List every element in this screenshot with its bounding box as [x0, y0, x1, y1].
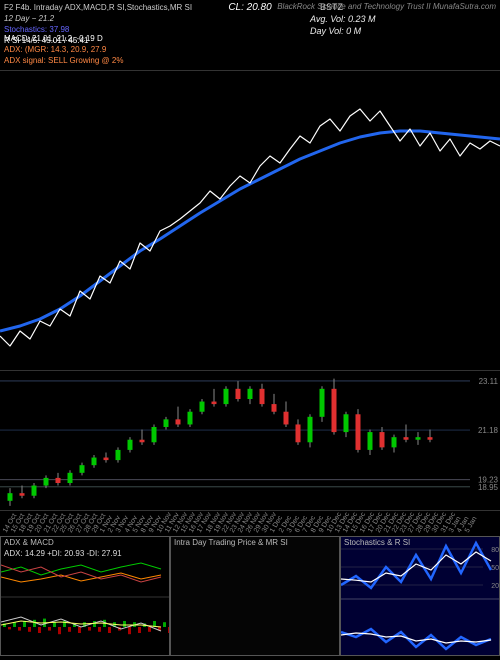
source-note: BlackRock Science and Technology Trust I… — [277, 2, 496, 11]
intraday-panel: Intra Day Trading Price & MR SI — [170, 536, 340, 656]
period-label: 12 Day − 21.2 — [4, 13, 496, 24]
sto-panel-title: Stochastics & R SI — [344, 538, 410, 547]
adx-panel-values: ADX: 14.29 +DI: 20.93 -DI: 27.91 — [4, 549, 122, 558]
header: F2 F4b. Intraday ADX,MACD,R SI,Stochasti… — [0, 0, 500, 70]
candle-chart: 23.1121.1819.2318.95 — [0, 370, 500, 510]
adx-panel-title: ADX & MACD — [4, 538, 54, 547]
svg-text:18.95: 18.95 — [478, 483, 499, 492]
indicator-row: ADX & MACD ADX: 14.29 +DI: 20.93 -DI: 27… — [0, 536, 500, 656]
svg-text:23.11: 23.11 — [479, 377, 499, 386]
svg-text:20: 20 — [491, 583, 499, 590]
adx-macd-panel: ADX & MACD ADX: 14.29 +DI: 20.93 -DI: 27… — [0, 536, 170, 656]
adx-value: ADX: (MGR: 14.3, 20.9, 27.9 — [4, 44, 106, 55]
stochastics-panel: Stochastics & R SI 20 50 80 — [340, 536, 500, 656]
close-label: CL: 20.80 — [228, 2, 271, 13]
x-axis-dates: 14 Oct15 Oct18 Oct19 Oct20 Oct21 Oct22 O… — [0, 510, 500, 536]
svg-text:80: 80 — [491, 547, 499, 554]
main-price-chart — [0, 70, 500, 370]
svg-text:50: 50 — [491, 565, 499, 572]
macd-value: MACD: 21.01, 21.2, -0.19 D — [4, 33, 103, 44]
day-vol: Day Vol: 0 M — [310, 26, 361, 36]
svg-text:21.18: 21.18 — [478, 426, 499, 435]
avg-vol: Avg. Vol: 0.23 M — [310, 14, 376, 24]
intraday-title: Intra Day Trading Price & MR SI — [174, 538, 288, 547]
adx-signal: ADX signal: SELL Growing @ 2% — [4, 55, 123, 66]
